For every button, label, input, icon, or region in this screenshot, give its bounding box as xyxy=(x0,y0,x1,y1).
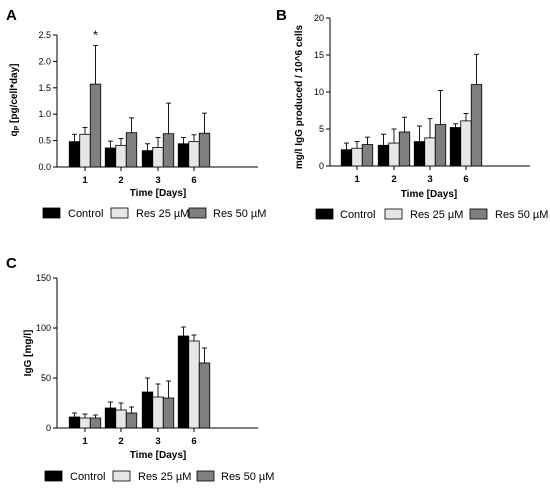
panel-a-xtick-label: 6 xyxy=(191,175,196,186)
panel-b-ytick-label: 15 xyxy=(314,50,324,60)
panel-a-bar xyxy=(79,133,91,168)
panel-a-legend-label: Control xyxy=(68,208,103,220)
panel-b-ytick-label: 10 xyxy=(314,87,324,97)
panel-a-ytick-label: 0.5 xyxy=(38,136,51,146)
panel-c-xlabel: Time [Days] xyxy=(130,450,187,461)
panel-c-ytick-label: 0 xyxy=(46,423,51,433)
panel-c-bar xyxy=(115,409,127,429)
panel-c-ytick-label: 50 xyxy=(41,373,51,383)
panel-b-legend-label: Res 25 µM xyxy=(410,209,463,221)
panel-a-bar xyxy=(198,132,211,168)
panel-b-xlabel: Time [Days] xyxy=(401,189,458,200)
panel-c-xtick-label: 3 xyxy=(155,436,160,447)
panel-b-bar xyxy=(377,144,390,167)
panel-c-bar xyxy=(162,397,175,429)
panel-c-letter: C xyxy=(6,255,17,272)
panel-a-significance-label: * xyxy=(93,28,98,43)
panel-c-ylabel: IgG [mg/l] xyxy=(23,330,34,377)
panel-a-legend-swatch xyxy=(188,207,207,219)
panel-a-xtick-label: 1 xyxy=(82,175,88,186)
panel-c-bar xyxy=(152,396,164,429)
panel-b-bar xyxy=(449,127,462,167)
panel-c-bar xyxy=(104,407,117,429)
panel-a-letter: A xyxy=(6,7,17,24)
panel-c-bar xyxy=(141,391,154,429)
panel-c-xtick-label: 2 xyxy=(118,436,123,447)
panel-b-legend-label: Control xyxy=(340,209,375,221)
panel-a-bar xyxy=(141,150,154,168)
panel-b-legend-swatch xyxy=(469,208,488,220)
panel-a-legend-swatch xyxy=(110,207,129,219)
panel-c-bar xyxy=(188,340,200,429)
panel-a-bar xyxy=(89,83,102,168)
panel-c-xtick-label: 1 xyxy=(82,436,88,447)
panel-c-legend-swatch xyxy=(44,470,63,482)
panel-a-xtick-label: 3 xyxy=(155,175,160,186)
panel-a-bar xyxy=(162,133,175,168)
panel-b-legend-swatch xyxy=(384,208,403,220)
panel-b-ylabel: mg/l IgG produced / 10^6 cells xyxy=(294,24,305,169)
panel-b-bar xyxy=(434,124,447,167)
panel-a-bar xyxy=(177,143,190,168)
panel-b-bar xyxy=(413,141,426,167)
panel-b-bar xyxy=(388,142,400,167)
panel-b-bar xyxy=(460,120,472,167)
panel-c-legend-label: Res 50 µM xyxy=(221,471,274,483)
panel-c-legend-swatch xyxy=(196,470,215,482)
panel-a-legend-label: Res 50 µM xyxy=(213,208,266,220)
panel-b-ytick-label: 5 xyxy=(319,124,324,134)
panel-a-bar xyxy=(125,132,138,168)
panel-a-ytick-label: 1.5 xyxy=(38,83,51,93)
panel-c-legend-label: Res 25 µM xyxy=(138,471,191,483)
panel-a-ytick-label: 2.5 xyxy=(38,30,51,40)
panel-a-ytick-label: 0.0 xyxy=(38,162,51,172)
panel-a-xtick-label: 2 xyxy=(118,175,123,186)
panel-b-xtick-label: 1 xyxy=(354,174,360,185)
panel-b-ytick-label: 0 xyxy=(319,161,324,171)
panel-a-legend-label: Res 25 µM xyxy=(136,208,189,220)
panel-c-xtick-label: 6 xyxy=(191,436,196,447)
panel-a-bar xyxy=(104,147,117,168)
panel-c-bar xyxy=(177,335,190,429)
panel-a-ytick-label: 1.0 xyxy=(38,109,51,119)
panel-c-bar xyxy=(79,417,91,429)
panel-b-bar xyxy=(351,147,363,167)
panel-a-xlabel: Time [Days] xyxy=(130,188,187,199)
panel-b-xtick-label: 6 xyxy=(463,174,468,185)
panel-b-bar xyxy=(398,131,411,167)
panel-a-bar xyxy=(188,141,200,168)
panel-c-bar xyxy=(68,416,81,429)
panel-a-legend-swatch xyxy=(42,207,61,219)
panel-b-bar xyxy=(361,144,374,167)
panel-b-xtick-label: 3 xyxy=(427,174,432,185)
panel-a-bar xyxy=(68,141,81,168)
panel-c-legend-swatch xyxy=(112,470,131,482)
panel-a-ylabel: qP [pg/cell*day] xyxy=(9,63,21,136)
panel-b-letter: B xyxy=(276,7,287,24)
panel-a-ytick-label: 2.0 xyxy=(38,56,51,66)
panel-a-bar xyxy=(115,144,127,168)
panel-b-bar xyxy=(424,137,436,167)
panel-b-chart: B mg/l IgG produced / 10^6 cells Time [D… xyxy=(276,7,548,221)
panel-b-ytick-label: 20 xyxy=(314,13,324,23)
panel-b-bar xyxy=(470,84,483,167)
panel-c-legend-label: Control xyxy=(70,471,105,483)
panel-c-bar xyxy=(125,412,138,429)
panel-a-bar xyxy=(152,147,164,168)
panel-c-ytick-label: 150 xyxy=(36,273,51,283)
panel-c-ytick-label: 100 xyxy=(36,323,51,333)
panel-c-bar xyxy=(89,417,102,429)
panel-b-xtick-label: 2 xyxy=(391,174,396,185)
panel-a-chart: A qP [pg/cell*day] Time [Days] 0.0 0.5 1.0… xyxy=(6,7,266,220)
panel-b-legend-label: Res 50 µM xyxy=(495,209,548,221)
panel-c-bar xyxy=(198,362,211,429)
panel-b-legend-swatch xyxy=(315,208,334,220)
panel-c-chart: C IgG [mg/l] Time [Days] 0 50 100 150 1 2 3 6 Co… xyxy=(6,255,274,483)
panel-b-bar xyxy=(340,149,353,167)
